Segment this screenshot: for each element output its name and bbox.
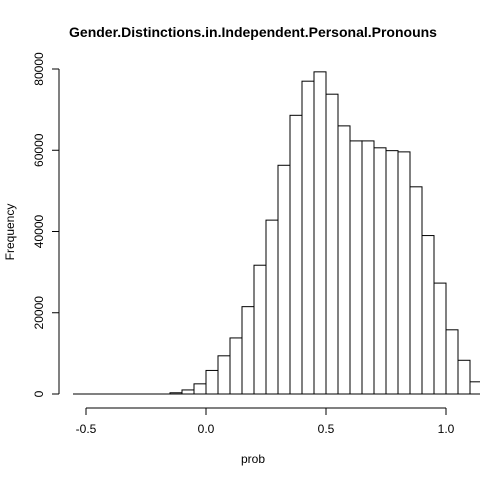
x-tick-label: -0.5 <box>76 422 97 436</box>
histogram-bar <box>181 389 195 395</box>
y-tick-label: 80000 <box>32 52 46 86</box>
histogram-bar <box>265 219 279 395</box>
histogram-bar <box>193 383 207 395</box>
histogram-bar <box>397 151 411 395</box>
y-tick-label: 40000 <box>32 214 46 248</box>
histogram-bar <box>229 337 243 395</box>
x-tick-label: 1.0 <box>438 422 455 436</box>
histogram-bar <box>433 282 447 395</box>
histogram-bar <box>361 140 375 395</box>
histogram-bar <box>277 164 291 395</box>
histogram-bar <box>409 186 423 395</box>
y-axis-label: Frequency <box>3 204 17 261</box>
histogram-bar <box>385 150 399 395</box>
histogram-bar <box>373 147 387 395</box>
y-axis: 0 20000 40000 60000 80000 <box>32 52 60 397</box>
histogram-bar <box>337 125 351 395</box>
y-tick-label: 20000 <box>32 296 46 330</box>
histogram-bar <box>253 264 267 395</box>
histogram-bar <box>217 355 231 395</box>
histogram-bar <box>457 359 471 395</box>
histogram-bar <box>313 71 327 395</box>
x-axis-label: prob <box>241 452 265 466</box>
histogram-bar <box>325 93 339 395</box>
histogram-bar <box>469 381 480 395</box>
histogram-bar <box>205 369 219 395</box>
histogram-bar <box>169 392 183 395</box>
x-axis: -0.5 0.0 0.5 1.0 <box>76 407 455 436</box>
y-tick-label: 60000 <box>32 133 46 167</box>
histogram-bar <box>301 80 315 395</box>
histogram-bar <box>421 235 435 395</box>
histogram-bars <box>73 71 480 395</box>
histogram-bar <box>241 306 255 395</box>
histogram-bar <box>289 114 303 395</box>
chart-title: Gender.Distinctions.in.Independent.Perso… <box>69 24 437 40</box>
y-tick-label: 0 <box>32 390 46 397</box>
histogram-bar <box>349 140 363 395</box>
x-tick-label: 0.5 <box>318 422 335 436</box>
histogram-bar <box>445 329 459 395</box>
x-tick-label: 0.0 <box>198 422 215 436</box>
